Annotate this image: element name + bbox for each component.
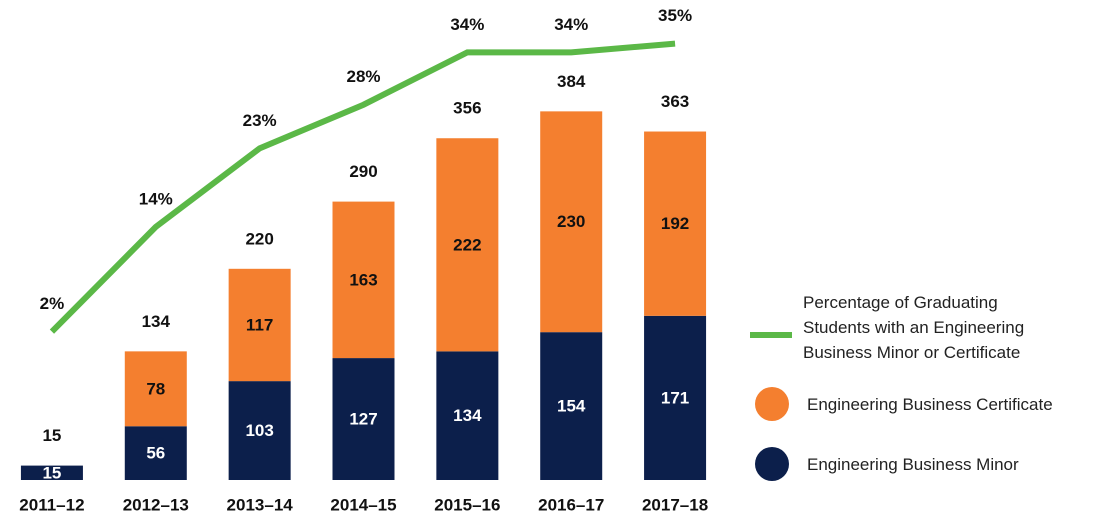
bar-segment (228, 268, 291, 382)
bar-value-label: 56 (146, 444, 165, 463)
bar-value-label: 171 (661, 388, 689, 407)
legend-label: Engineering Business Minor (807, 454, 1019, 474)
bar-segment (436, 351, 499, 480)
x-tick-label: 2013–14 (227, 495, 294, 514)
total-label: 384 (557, 72, 586, 91)
x-tick-label: 2017–18 (642, 495, 708, 514)
legend-item: Engineering Business Minor (750, 447, 1019, 481)
total-label: 290 (349, 162, 377, 181)
x-tick-label: 2011–12 (19, 495, 84, 514)
total-label: 134 (142, 312, 171, 331)
x-tick-label: 2016–17 (538, 495, 604, 514)
line-value-label: 34% (450, 15, 484, 34)
bar-value-label: 127 (349, 410, 377, 429)
line-value-label: 28% (346, 67, 380, 86)
total-label: 363 (661, 92, 689, 111)
line (49, 40, 676, 334)
x-tick-label: 2012–13 (123, 495, 189, 514)
bar-value-label: 134 (453, 406, 482, 425)
bar-value-label: 117 (246, 315, 273, 334)
total-label: 15 (42, 426, 61, 445)
bar-value-label: 78 (146, 379, 165, 398)
legend-label: Engineering Business Certificate (807, 394, 1053, 414)
line-value-label: 35% (658, 6, 692, 25)
bar-value-label: 154 (557, 397, 586, 416)
bar-segment (124, 426, 187, 480)
bar-value-label: 103 (245, 421, 273, 440)
bar-segment (540, 111, 603, 333)
total-label: 220 (245, 229, 273, 248)
bar-segment (228, 381, 291, 480)
bar-segment (644, 315, 707, 480)
bar-segment (540, 332, 603, 480)
legend-label: Percentage of Graduating Students with a… (803, 293, 1025, 362)
bar-value-label: 163 (349, 270, 377, 289)
legend-swatch (750, 331, 792, 338)
legend-item: Percentage of Graduating Students with a… (750, 290, 1043, 365)
x-tick-label: 2014–15 (330, 495, 396, 514)
line-value-label: 14% (139, 189, 173, 208)
line-value-label: 34% (554, 15, 588, 34)
x-tick-label: 2015–16 (434, 495, 500, 514)
legend-item: Engineering Business Certificate (750, 387, 1053, 421)
bar-value-label: 222 (453, 235, 481, 254)
bar-value-label: 192 (661, 214, 689, 233)
bar-segment (436, 138, 499, 352)
line-value-label: 2% (40, 294, 65, 313)
bar-segment (124, 351, 187, 427)
bar-value-label: 230 (557, 212, 585, 231)
bar-segment (332, 201, 395, 359)
legend-swatch (755, 387, 789, 421)
bar-segment (644, 131, 707, 316)
bar-segment (20, 465, 83, 480)
legend-swatch (755, 447, 789, 481)
bar-segment (332, 358, 395, 480)
line-value-label: 23% (243, 111, 277, 130)
total-label: 356 (453, 99, 481, 118)
bar-value-label: 15 (42, 463, 61, 482)
